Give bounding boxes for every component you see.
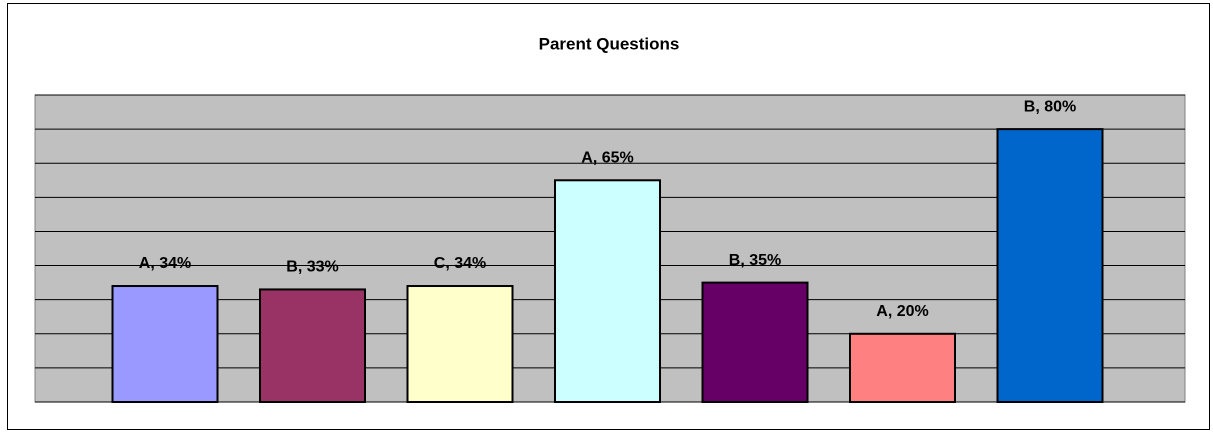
bar — [259, 288, 366, 403]
data-label: A, 34% — [139, 255, 191, 272]
bar — [554, 179, 661, 403]
data-label: A, 65% — [581, 149, 633, 166]
data-label: A, 20% — [876, 303, 928, 320]
chart-title: Parent Questions — [539, 34, 680, 53]
bar — [406, 285, 514, 403]
bar — [849, 332, 956, 403]
data-label: C, 34% — [434, 255, 486, 272]
data-label: B, 80% — [1024, 98, 1076, 115]
data-label: B, 33% — [286, 259, 338, 276]
bar — [996, 128, 1104, 403]
bar — [701, 281, 809, 403]
data-label: B, 35% — [729, 252, 781, 269]
bar — [111, 285, 219, 403]
